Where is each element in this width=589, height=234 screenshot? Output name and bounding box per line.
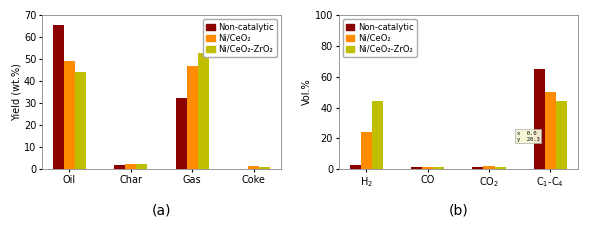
Bar bbox=[472, 167, 484, 169]
Bar bbox=[422, 167, 433, 169]
Bar bbox=[433, 167, 444, 169]
Legend: Non-catalytic, Ni/CeO₂, Ni/CeO₂-ZrO₂: Non-catalytic, Ni/CeO₂, Ni/CeO₂-ZrO₂ bbox=[203, 19, 277, 57]
Bar bbox=[75, 72, 86, 169]
Bar bbox=[136, 165, 147, 169]
Bar bbox=[198, 53, 209, 169]
Text: (b): (b) bbox=[448, 203, 468, 217]
Bar bbox=[484, 166, 495, 169]
Bar bbox=[176, 98, 187, 169]
Bar bbox=[114, 165, 125, 169]
Bar bbox=[556, 101, 567, 169]
Y-axis label: Vol.%: Vol.% bbox=[302, 79, 312, 106]
Bar bbox=[545, 92, 556, 169]
Bar bbox=[248, 166, 259, 169]
Bar bbox=[125, 164, 136, 169]
Bar bbox=[52, 25, 64, 169]
Text: (a): (a) bbox=[152, 203, 171, 217]
Bar bbox=[187, 66, 198, 169]
Bar bbox=[495, 167, 505, 169]
Bar bbox=[372, 101, 383, 169]
Bar bbox=[64, 61, 75, 169]
Bar bbox=[411, 167, 422, 169]
Bar bbox=[534, 69, 545, 169]
Legend: Non-catalytic, Ni/CeO₂, Ni/CeO₂-ZrO₂: Non-catalytic, Ni/CeO₂, Ni/CeO₂-ZrO₂ bbox=[343, 19, 417, 57]
Bar bbox=[360, 132, 372, 169]
Y-axis label: Yield (wt.%): Yield (wt.%) bbox=[11, 63, 21, 121]
Bar bbox=[349, 165, 360, 169]
Bar bbox=[259, 168, 270, 169]
Text: x  0.0
y  20.3: x 0.0 y 20.3 bbox=[517, 131, 540, 142]
